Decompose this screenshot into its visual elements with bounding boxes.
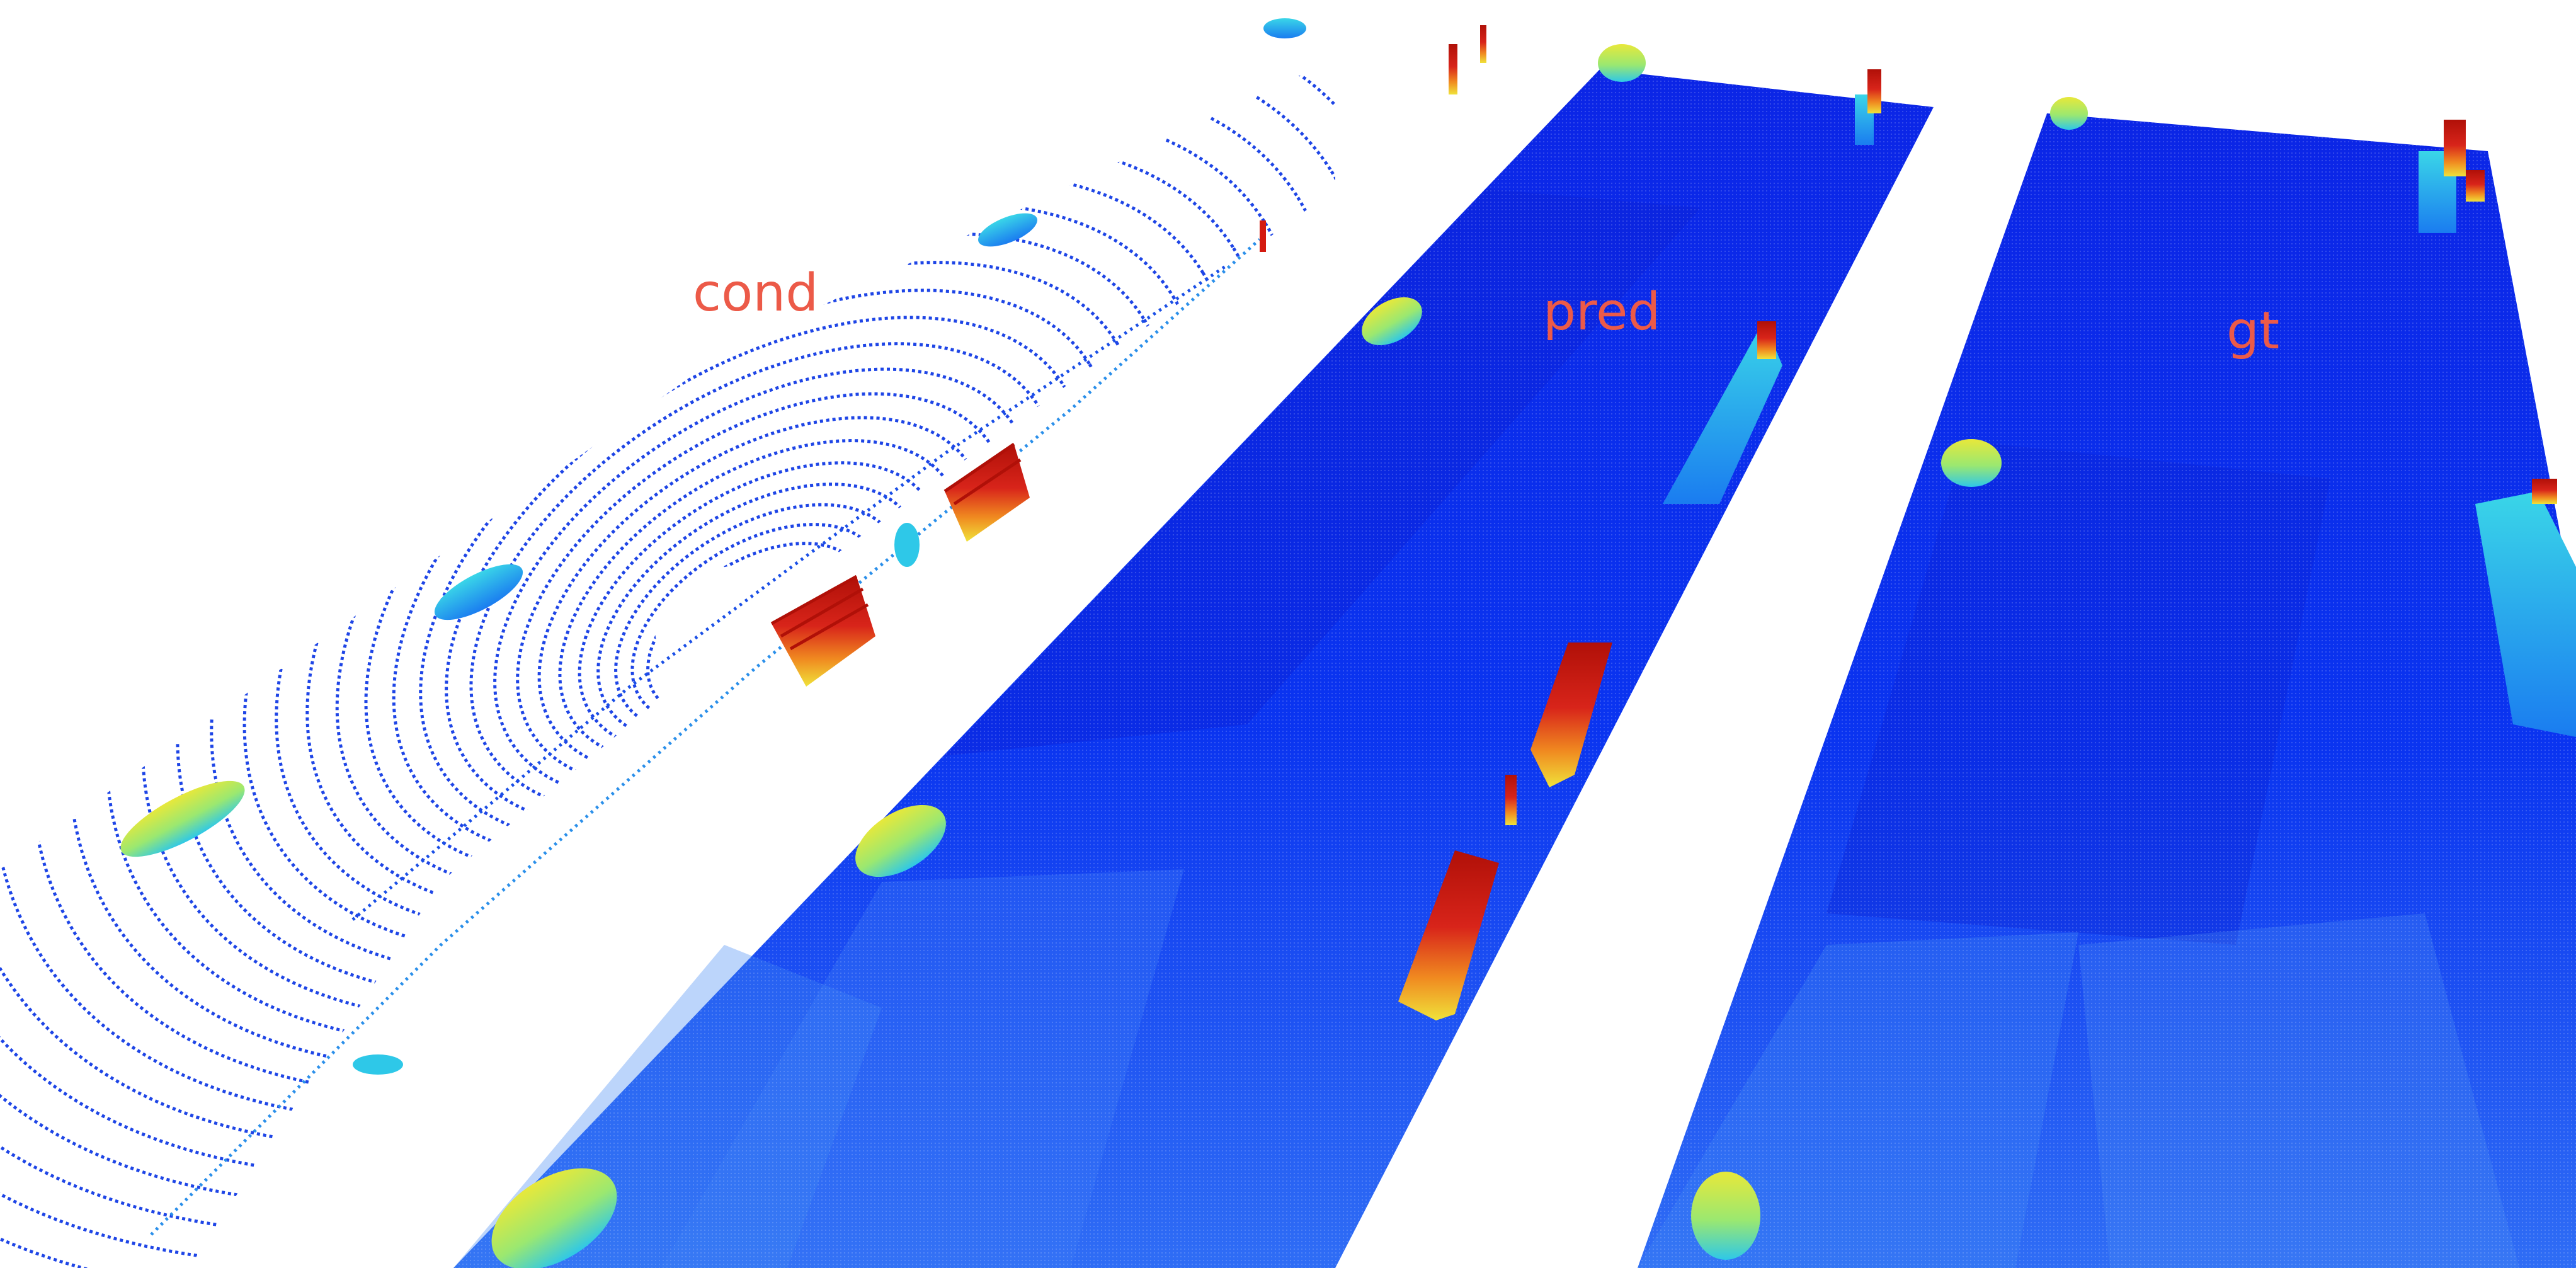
cond-label: cond (693, 268, 818, 319)
gt-label: gt (2226, 306, 2279, 357)
pred-label: pred (1543, 287, 1660, 338)
